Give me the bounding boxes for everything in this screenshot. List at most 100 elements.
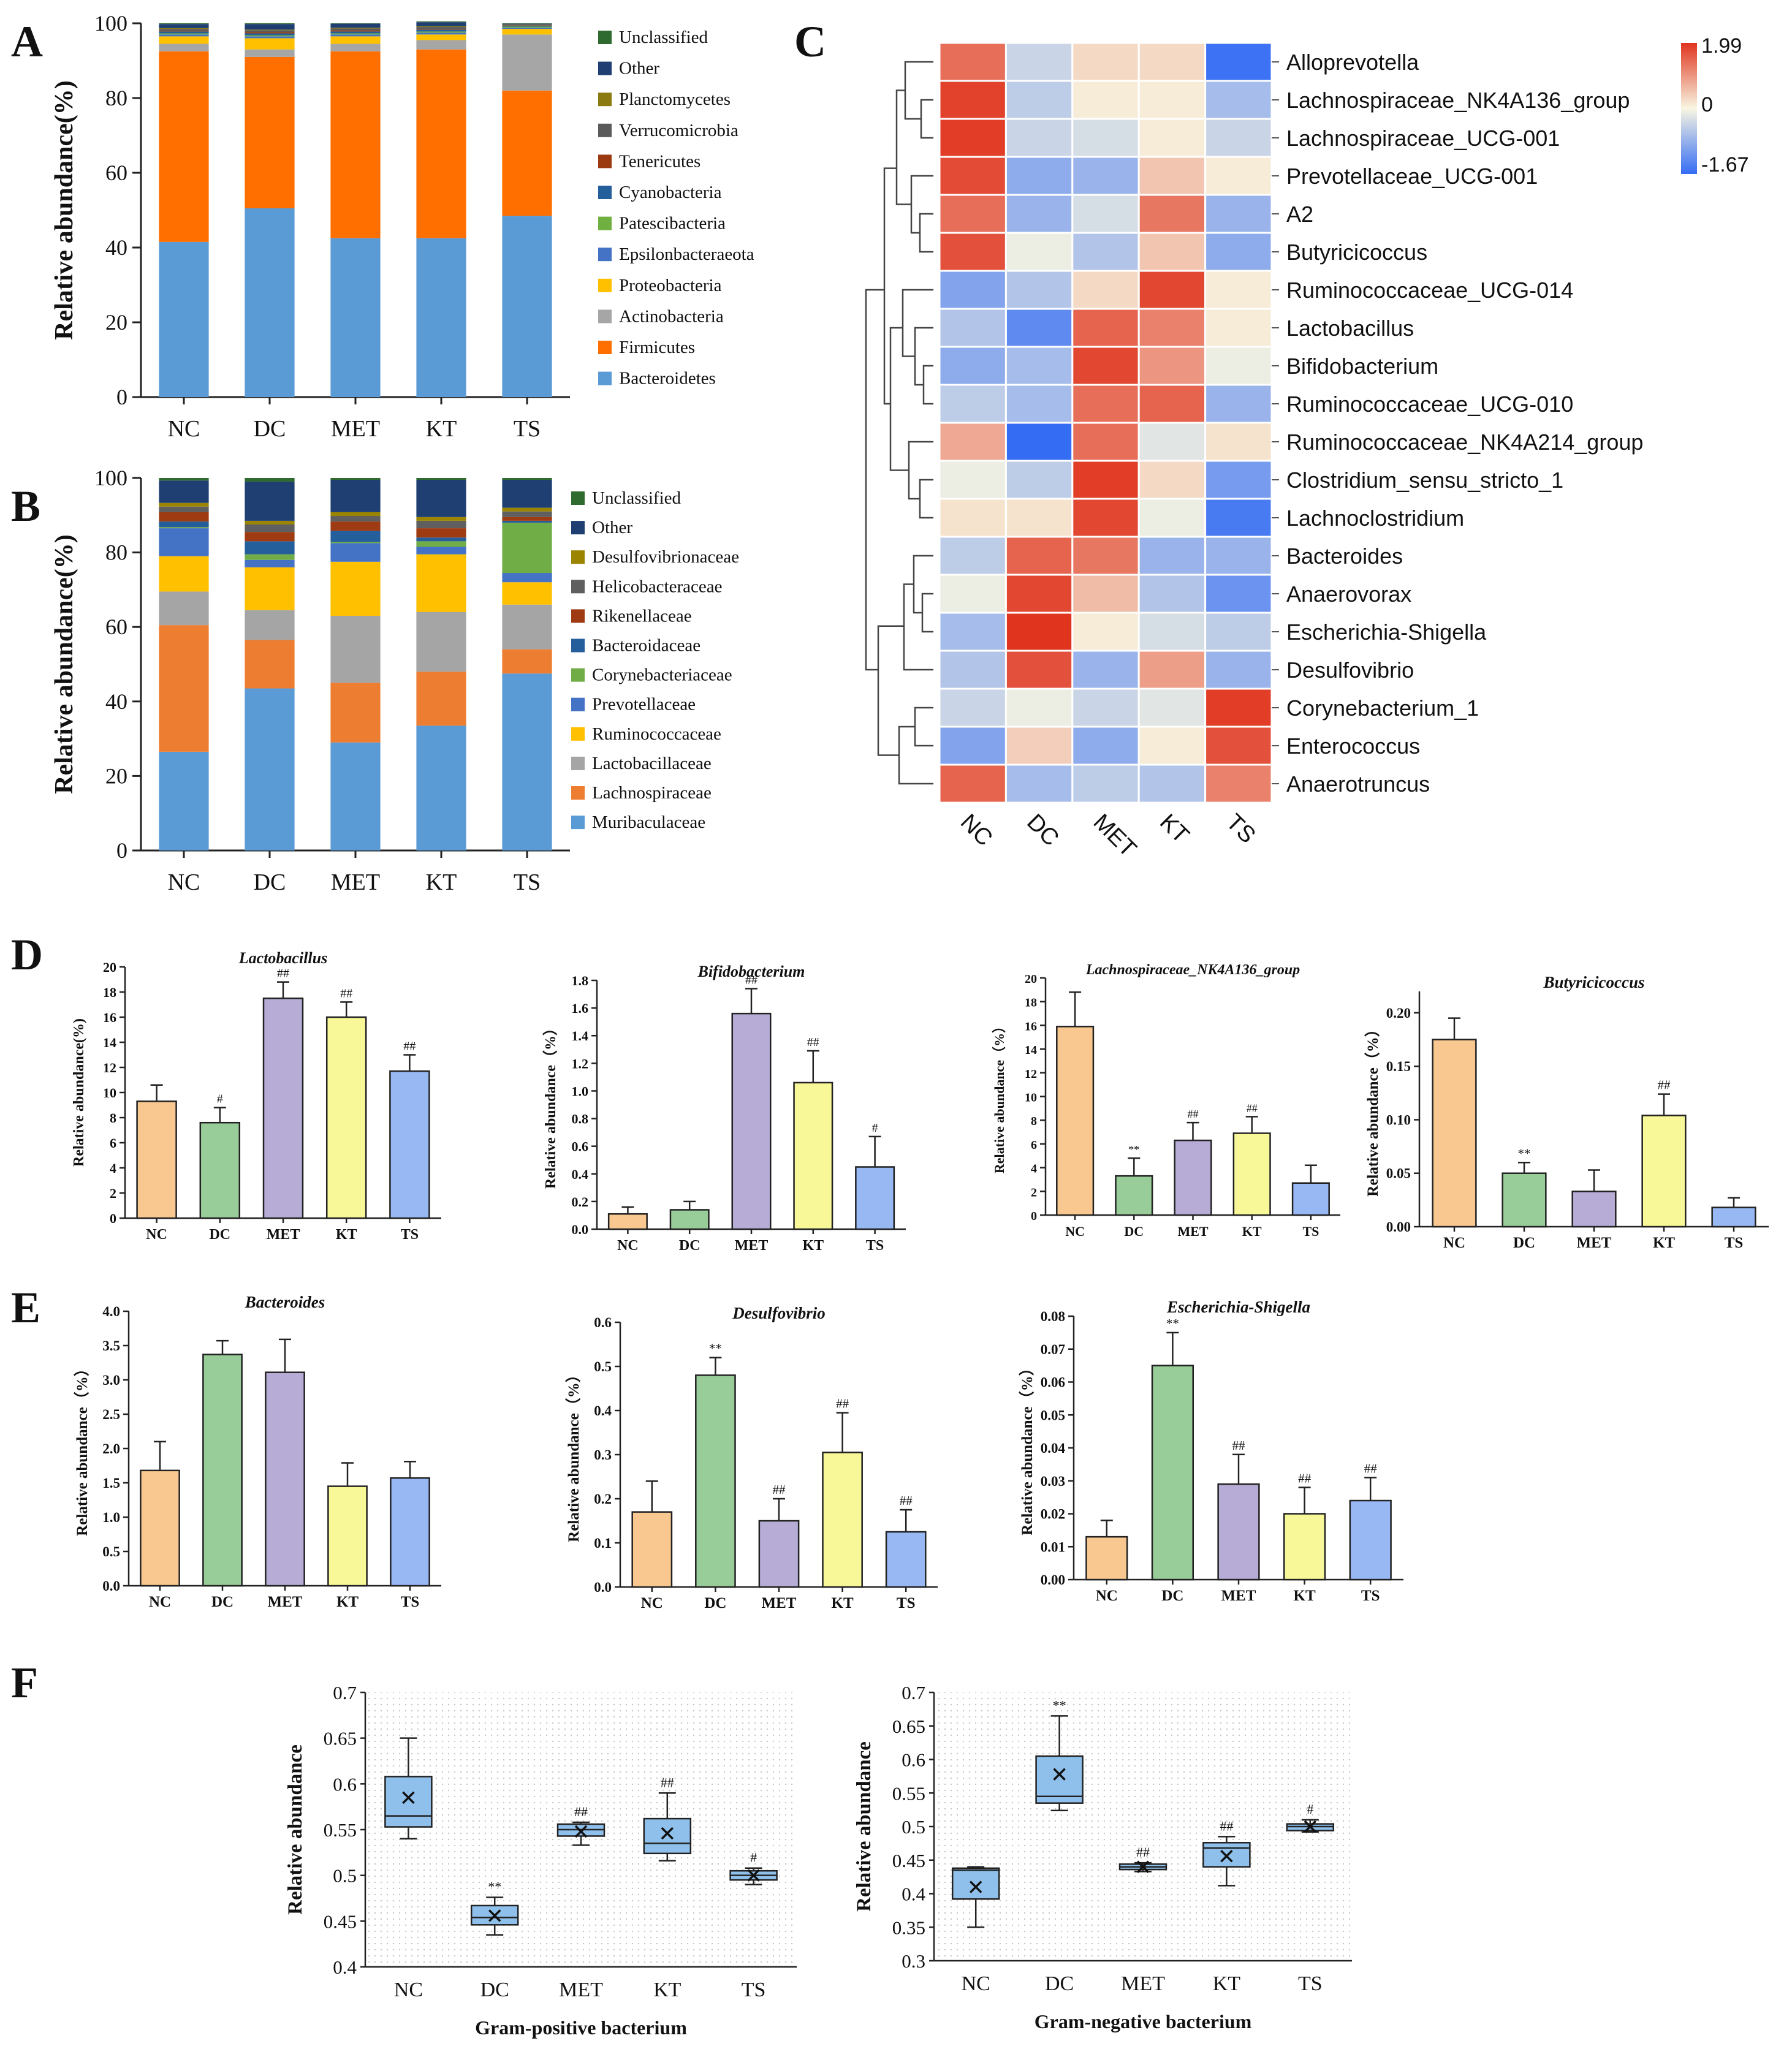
mean-marker [574, 1825, 588, 1838]
y-tick-label: 0.6 [333, 1773, 357, 1795]
stack-segment [245, 29, 295, 31]
stack-segment [159, 44, 209, 51]
y-tick-label: 0 [116, 838, 127, 863]
panel-letter: A [11, 17, 43, 66]
x-tick-label: MET [331, 869, 380, 895]
y-tick-label: 0.06 [1041, 1375, 1065, 1390]
heatmap-cell [938, 194, 1007, 234]
row-label: Lactobacillus [1286, 316, 1414, 341]
legend-swatch [598, 278, 612, 292]
legend-swatch [571, 816, 585, 830]
x-tick-label: TS [866, 1238, 884, 1254]
bar [390, 1477, 430, 1587]
heatmap-cell [1137, 194, 1207, 234]
stack-segment [330, 33, 381, 35]
stack-segment [502, 520, 552, 523]
scale-min-label: -1.67 [1701, 153, 1749, 176]
x-tick-label: KT [1653, 1235, 1675, 1251]
y-tick-label: 8 [1031, 1115, 1037, 1128]
legend-label: Other [592, 518, 632, 537]
legend-swatch [598, 216, 612, 230]
legend-swatch [598, 123, 612, 137]
significance-mark: ## [340, 987, 352, 1000]
stack-segment [159, 34, 209, 37]
panel-letter: B [11, 482, 40, 531]
panel-C: Alloprevotella Lachnospiraceae_NK4A136_gr… [865, 34, 1749, 862]
dendrogram-branch [922, 365, 933, 405]
x-tick-label: TS [1725, 1235, 1744, 1251]
stack-segment [502, 573, 552, 583]
heatmap-cell [1204, 156, 1273, 196]
panel-E1: 0.0 0.5 1.0 1.5 2.0 2.5 3.0 3.5 4.0 Bacteroides Re… [73, 1293, 441, 1610]
chart-title: Bifidobacterium [697, 963, 805, 980]
y-tick-label: 0.2 [594, 1491, 612, 1507]
heatmap-cell [1071, 498, 1140, 538]
x-tick-label: DC [254, 416, 286, 442]
stack-segment [159, 506, 209, 512]
heatmap-cell [1137, 80, 1207, 120]
legend-swatch [571, 786, 585, 800]
chart-title: Bacteroides [245, 1293, 325, 1311]
stack-segment [159, 625, 209, 752]
stack-segment [245, 49, 295, 57]
legend-label: Proteobacteria [619, 276, 722, 295]
legend-swatch [571, 609, 585, 623]
dendrogram-branch [919, 479, 933, 519]
stack-segment [330, 683, 381, 743]
row-label: Corynebacterium_1 [1286, 695, 1479, 721]
significance-mark: ** [488, 1879, 501, 1895]
legend-label: Prevotellaceae [592, 695, 696, 714]
stack-segment [502, 23, 552, 24]
heatmap-cell [1137, 346, 1207, 386]
stack-segment [330, 36, 381, 44]
stack-segment [416, 49, 466, 238]
panel-letter: C [794, 17, 826, 66]
row-label: A2 [1286, 202, 1313, 227]
heatmap-cell [1004, 574, 1074, 614]
panel-D1: 0 2 4 6 8 10 12 14 16 18 20 Lactobacillus Relative a… [71, 949, 441, 1243]
stack-segment [245, 567, 295, 610]
stack-segment [330, 34, 381, 37]
stack-segment [245, 541, 295, 555]
dendrogram-branch [883, 167, 897, 405]
heatmap-cell [938, 612, 1007, 652]
significance-mark: ** [709, 1341, 722, 1356]
stack-segment [416, 21, 466, 23]
heatmap-cell [1071, 687, 1140, 728]
y-tick-label: 100 [94, 11, 127, 36]
bar [199, 1121, 241, 1219]
heatmap-cell [1137, 422, 1207, 462]
y-tick-label: 60 [105, 161, 127, 185]
y-tick-label: 18 [1025, 996, 1037, 1010]
column-label: TS [1221, 809, 1260, 849]
stack-segment [159, 33, 209, 35]
mean-marker [1220, 1849, 1233, 1863]
y-tick-label: 0.7 [902, 1682, 925, 1703]
stack-segment [502, 480, 552, 508]
heatmap-cell [1137, 460, 1207, 500]
chart-title: Desulfovibrio [732, 1304, 826, 1322]
stack-segment [159, 31, 209, 34]
stack-segment [416, 31, 466, 33]
heatmap-cell [1204, 270, 1273, 310]
stack-segment [330, 478, 381, 480]
heatmap-cell [1071, 42, 1140, 82]
bar [1349, 1499, 1392, 1581]
stack-segment [330, 238, 381, 397]
heatmap-cell [938, 687, 1007, 728]
stack-segment [416, 528, 466, 538]
y-tick-label: 0.0 [102, 1578, 120, 1594]
dendrogram-branch [898, 725, 933, 785]
x-axis-label: Gram-negative bacterium [1035, 2010, 1252, 2032]
bar [607, 1213, 648, 1230]
legend-label: Bacteroidetes [619, 369, 716, 388]
y-tick-label: 0.5 [594, 1359, 612, 1374]
x-tick-label: MET [1121, 1972, 1165, 1995]
stack-segment [416, 22, 466, 26]
heatmap-cell [1137, 42, 1207, 82]
stack-segment [245, 208, 295, 397]
heatmap-cell [1137, 384, 1207, 424]
dendrogram-branch [895, 89, 911, 205]
heatmap-cell [1071, 346, 1140, 386]
bar [631, 1511, 673, 1588]
